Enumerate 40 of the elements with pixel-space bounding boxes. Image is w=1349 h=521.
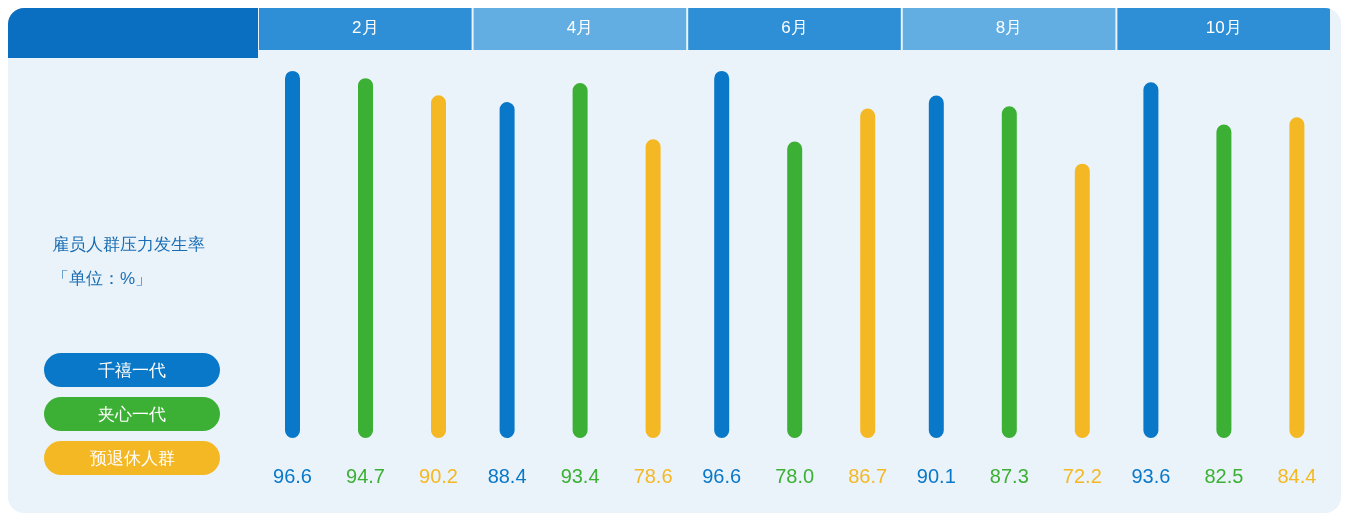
- bar: [787, 141, 803, 438]
- data-label: 78.0: [775, 465, 815, 487]
- text: 千禧一代: [44, 353, 220, 387]
- text: 预退休人群: [44, 441, 220, 475]
- data-label: 96.6: [702, 465, 742, 487]
- x-tick-label: 6月: [781, 18, 808, 37]
- bar: [1216, 124, 1232, 438]
- bar: [645, 139, 661, 438]
- bar: [860, 108, 876, 438]
- data-label: 90.1: [916, 465, 956, 487]
- data-label: 93.4: [560, 465, 600, 487]
- data-label: 93.6: [1131, 465, 1171, 487]
- text: 「单位：%」: [52, 268, 154, 290]
- x-tick-label: 2月: [352, 18, 379, 37]
- bar: [1001, 106, 1017, 438]
- bar: [714, 70, 730, 438]
- data-label: 90.2: [419, 465, 458, 487]
- text: 雇员人群压力发生率: [52, 235, 205, 254]
- data-label: 72.2: [1062, 465, 1102, 487]
- data-label: 94.7: [346, 465, 385, 487]
- text: 夹心一代: [44, 397, 220, 431]
- x-tick-label: 8月: [995, 18, 1023, 37]
- bar: [1289, 117, 1305, 438]
- bar: [928, 95, 944, 438]
- bar: [499, 102, 515, 438]
- x-tick-label: 4月: [566, 18, 594, 37]
- x-tick-label: 10月: [1205, 18, 1242, 37]
- data-label: 82.5: [1204, 465, 1244, 487]
- bar: [572, 83, 588, 438]
- bar: [1074, 163, 1090, 438]
- bar: [1143, 82, 1159, 438]
- data-label: 86.7: [848, 465, 888, 487]
- data-label: 96.6: [273, 465, 312, 487]
- data-label: 84.4: [1277, 465, 1317, 487]
- data-label: 78.6: [633, 465, 673, 487]
- bar: [358, 78, 373, 438]
- bar: [285, 70, 300, 438]
- bar: [431, 95, 446, 438]
- data-label: 87.3: [989, 465, 1029, 487]
- data-label: 88.4: [487, 465, 527, 487]
